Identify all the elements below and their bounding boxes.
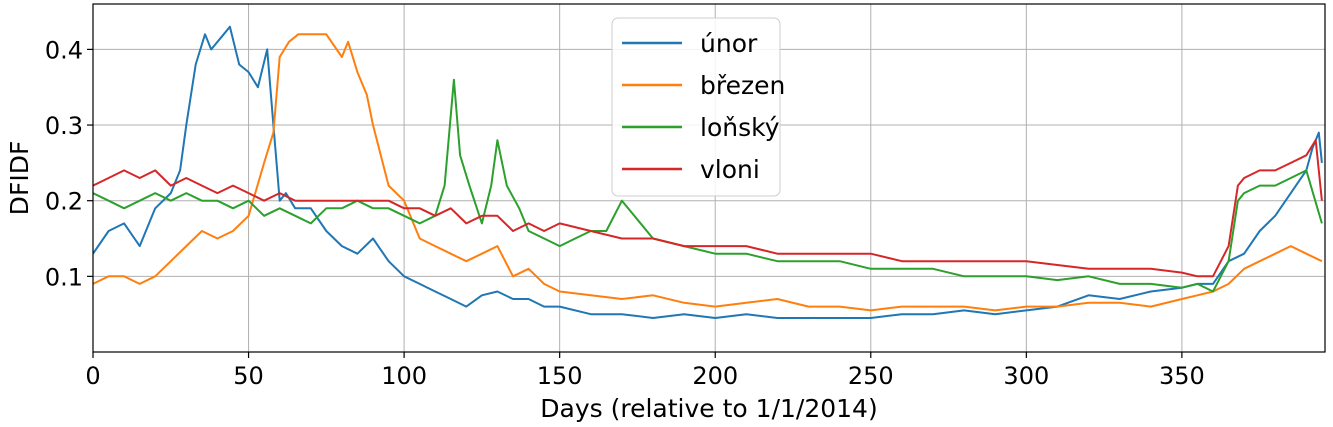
x-axis: 0 50 100 150 200 250 300 350 (85, 352, 1205, 390)
x-tick-label: 350 (1159, 362, 1205, 390)
legend: únor březen loňský vloni (611, 17, 785, 197)
x-tick-label: 0 (85, 362, 100, 390)
legend-label-0: únor (700, 29, 758, 58)
series-line-0 (93, 25, 1323, 319)
y-tick-label: 0.1 (45, 263, 83, 291)
series-line-3 (93, 139, 1323, 278)
series-line-2 (93, 78, 1323, 293)
x-tick-label: 200 (692, 362, 738, 390)
y-tick-label: 0.2 (45, 188, 83, 216)
legend-label-1: březen (700, 71, 785, 100)
y-axis: 0.1 0.2 0.3 0.4 (45, 36, 93, 291)
y-tick-label: 0.3 (45, 112, 83, 140)
legend-label-2: loňský (700, 113, 780, 142)
x-tick-label: 50 (233, 362, 264, 390)
legend-box (611, 17, 781, 197)
plot-frame (92, 3, 1326, 353)
x-tick-label: 300 (1003, 362, 1049, 390)
series-line-1 (93, 33, 1323, 312)
y-axis-label: DFIDF (5, 141, 34, 216)
x-axis-label: Days (relative to 1/1/2014) (540, 394, 877, 423)
x-tick-label: 100 (381, 362, 427, 390)
x-tick-label: 250 (848, 362, 894, 390)
legend-label-3: vloni (700, 155, 760, 184)
x-tick-label: 150 (537, 362, 583, 390)
series-group (93, 25, 1323, 319)
y-tick-label: 0.4 (45, 36, 83, 64)
